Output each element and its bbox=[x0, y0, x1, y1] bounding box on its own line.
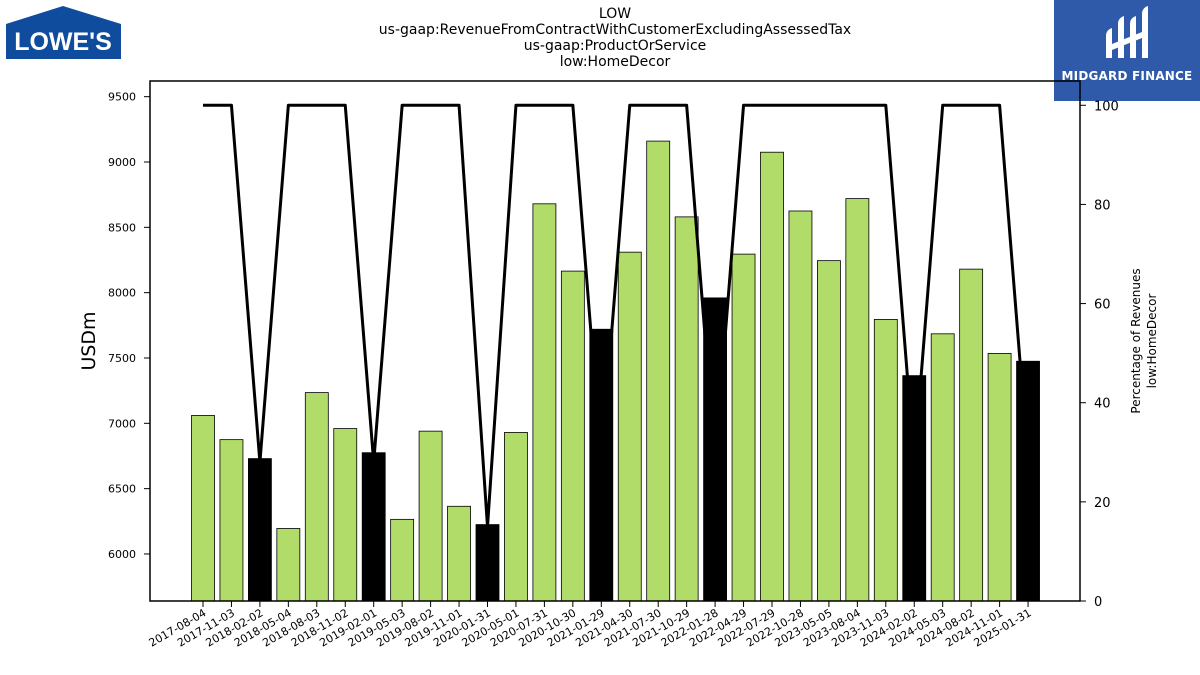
bar-2023-05-05 bbox=[817, 260, 841, 602]
y-tick-label: 6000 bbox=[108, 548, 136, 561]
y2-tick-label: 20 bbox=[1094, 496, 1111, 511]
bar-2017-11-03 bbox=[219, 439, 244, 602]
y-tick-label: 7000 bbox=[108, 417, 136, 430]
y2-tick-label: 0 bbox=[1094, 595, 1102, 610]
bar-2021-04-30 bbox=[617, 251, 642, 602]
y2-tick-label: 60 bbox=[1094, 298, 1111, 313]
bar-2022-04-29 bbox=[731, 253, 756, 602]
bar-2025-01-31 bbox=[1016, 360, 1040, 602]
bar-2024-05-03 bbox=[930, 333, 955, 602]
bar-2018-08-03 bbox=[304, 392, 329, 602]
bar-2024-11-01 bbox=[987, 353, 1012, 602]
y2-tick-label: 80 bbox=[1094, 198, 1111, 213]
y2-axis-label-line2: low:HomeDecor bbox=[1145, 294, 1159, 389]
bar-2020-10-30 bbox=[560, 270, 585, 602]
bar-2024-08-02 bbox=[959, 268, 984, 602]
bar-2020-07-31 bbox=[532, 203, 557, 602]
percentage-line bbox=[203, 103, 1030, 529]
title-line-ticker: LOW bbox=[598, 6, 632, 22]
y-tick-label: 8500 bbox=[108, 221, 136, 234]
percentage-line-layer bbox=[203, 103, 1030, 529]
bar-2017-08-04 bbox=[191, 415, 215, 602]
bar-2020-01-31 bbox=[475, 524, 500, 602]
bar-2021-07-30 bbox=[646, 140, 671, 602]
bar-2023-08-04 bbox=[845, 198, 870, 602]
y2-tick-label: 40 bbox=[1094, 397, 1111, 412]
bar-2020-05-01 bbox=[504, 432, 528, 602]
title-line-member: low:HomeDecor bbox=[559, 54, 671, 70]
bar-2019-08-02 bbox=[418, 430, 443, 602]
y2-tick-label: 100 bbox=[1094, 99, 1119, 114]
bars-layer bbox=[191, 140, 1040, 602]
plot-frame bbox=[149, 80, 1081, 602]
bar-2024-02-02 bbox=[902, 375, 927, 602]
axes-layer: 6000 6500 7000 7500 8000 8500 9000 9500 0 20 40 60 8… bbox=[108, 91, 1119, 650]
y-axis-label: USDm bbox=[78, 311, 100, 370]
bar-2022-10-28 bbox=[788, 210, 813, 602]
bar-2019-02-01 bbox=[361, 452, 386, 602]
y-tick-label: 6500 bbox=[108, 483, 136, 496]
bar-2019-11-01 bbox=[447, 505, 471, 602]
lowes-logo: LOWE'S bbox=[6, 6, 121, 59]
y-tick-label: 8000 bbox=[108, 287, 136, 300]
bar-2019-05-03 bbox=[390, 518, 415, 602]
bar-2018-11-02 bbox=[333, 428, 358, 602]
y-tick-label: 7500 bbox=[108, 352, 136, 365]
bar-2018-02-02 bbox=[247, 458, 272, 602]
y-tick-label: 9500 bbox=[108, 91, 136, 104]
midgard-finance-logo: MIDGARD FINANCE bbox=[1054, 0, 1200, 101]
y2-axis-label-line1: Percentage of Revenues bbox=[1129, 268, 1143, 413]
y-tick-label: 9000 bbox=[108, 156, 136, 169]
lowes-logo-text: LOWE'S bbox=[14, 28, 112, 56]
bar-2022-07-29 bbox=[760, 151, 784, 602]
title-line-axis: us-gaap:ProductOrService bbox=[523, 38, 707, 54]
bar-2023-11-03 bbox=[873, 319, 898, 602]
midgard-finance-text: MIDGARD FINANCE bbox=[1061, 69, 1193, 83]
midgard-mark-icon bbox=[1106, 6, 1148, 58]
title-line-concept: us-gaap:RevenueFromContractWithCustomerE… bbox=[378, 22, 852, 38]
bar-2021-10-29 bbox=[674, 216, 699, 602]
bar-2018-05-04 bbox=[276, 528, 301, 602]
chart-title: LOW us-gaap:RevenueFromContractWithCusto… bbox=[0, 6, 1200, 70]
